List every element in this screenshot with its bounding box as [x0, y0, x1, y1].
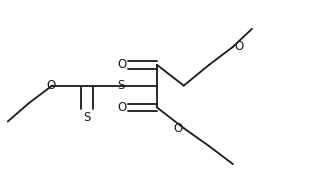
Text: O: O: [117, 58, 127, 71]
Text: S: S: [83, 111, 91, 124]
Text: S: S: [118, 79, 125, 92]
Text: O: O: [117, 101, 127, 114]
Text: O: O: [173, 122, 182, 135]
Text: O: O: [47, 79, 56, 92]
Text: O: O: [235, 40, 244, 53]
